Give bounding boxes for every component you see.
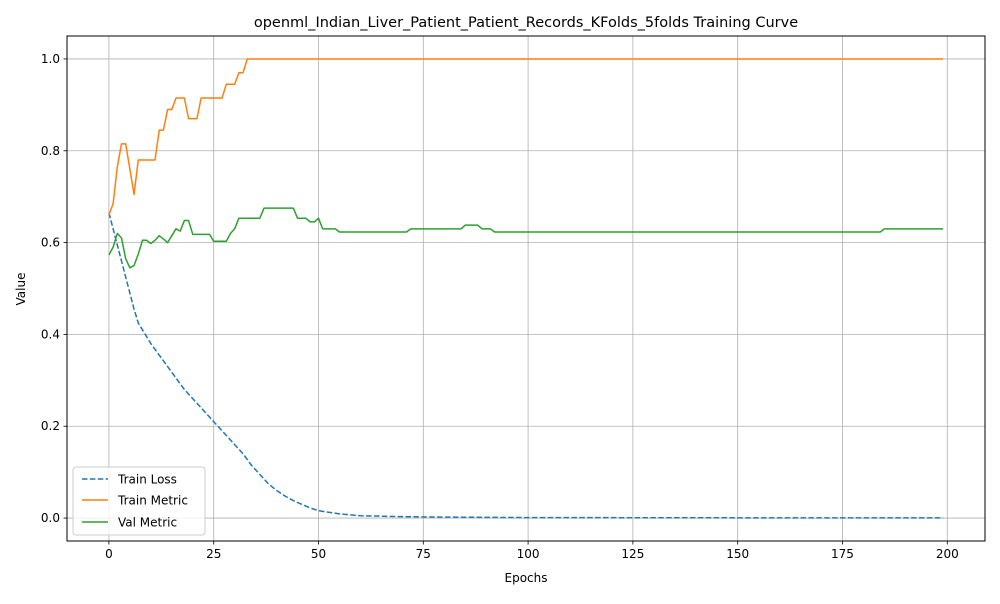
y-axis-ticks: 0.0 0.2 0.4 0.6 0.8 1.0 — [41, 52, 67, 525]
y-tick-label: 0.6 — [41, 236, 60, 250]
series-line-train-loss — [108, 212, 944, 519]
x-tick-label: 0 — [105, 547, 113, 561]
legend-label-train-metric: Train Metric — [117, 494, 188, 508]
series-line-val-metric — [108, 207, 944, 269]
y-tick-label: 0.8 — [41, 144, 60, 158]
x-tick-label: 150 — [726, 547, 749, 561]
y-tick-label: 1.0 — [41, 52, 60, 66]
legend-label-val-metric: Val Metric — [118, 516, 177, 530]
x-axis-ticks: 0 25 50 75 100 125 150 175 200 — [105, 541, 959, 561]
series-line-train-metric — [108, 58, 944, 216]
y-axis-label: Value — [14, 273, 28, 306]
x-tick-label: 25 — [206, 547, 221, 561]
x-tick-label: 125 — [621, 547, 644, 561]
x-tick-label: 200 — [936, 547, 959, 561]
x-tick-label: 175 — [831, 547, 854, 561]
y-tick-label: 0.2 — [41, 419, 60, 433]
x-axis-label: Epochs — [505, 571, 548, 585]
chart-title: openml_Indian_Liver_Patient_Patient_Reco… — [254, 15, 798, 31]
y-tick-label: 0.4 — [41, 327, 60, 341]
legend-box — [72, 466, 206, 536]
axes-frame — [66, 35, 986, 542]
x-tick-label: 50 — [311, 547, 326, 561]
legend: Train Loss Train Metric Val Metric — [72, 466, 206, 536]
x-tick-label: 75 — [416, 547, 431, 561]
legend-label-train-loss: Train Loss — [117, 473, 177, 487]
x-tick-label: 100 — [517, 547, 540, 561]
plot-area — [108, 58, 944, 519]
y-tick-label: 0.0 — [41, 511, 60, 525]
